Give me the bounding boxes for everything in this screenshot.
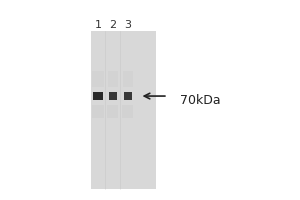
Text: 70kDa: 70kDa [180,94,220,106]
Bar [123,71,133,87]
Bar [122,105,134,118]
Bar [91,31,156,189]
Text: 2: 2 [109,20,116,30]
Text: 1: 1 [94,20,101,30]
Bar [93,92,103,100]
Bar [92,105,104,118]
Text: 3: 3 [124,20,131,30]
Bar [109,92,117,100]
Bar [124,92,132,100]
Bar [108,71,118,87]
Bar [107,105,118,118]
Bar [92,71,104,87]
